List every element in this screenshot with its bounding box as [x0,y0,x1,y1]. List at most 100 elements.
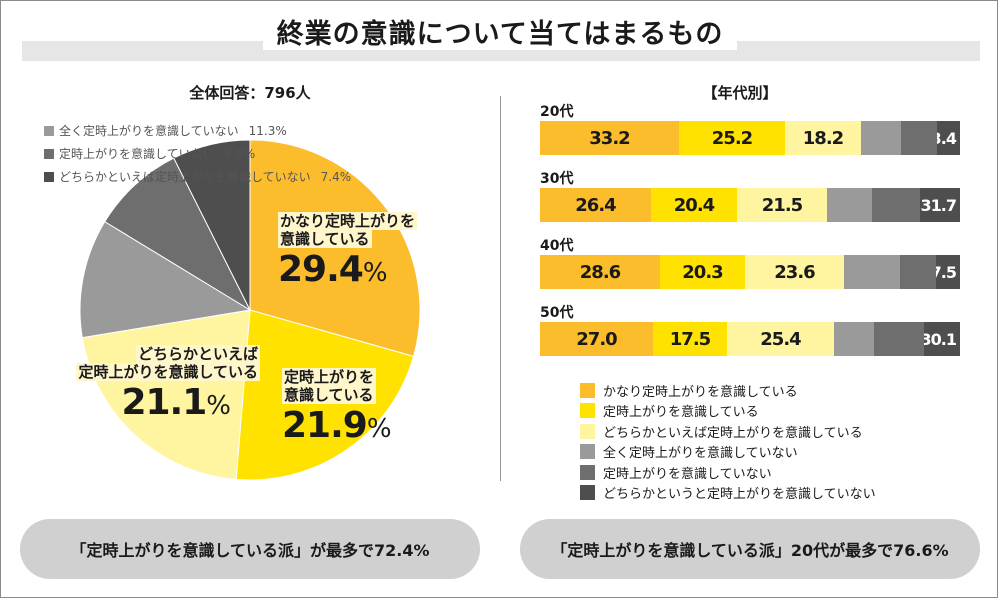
legend-swatch [580,464,595,480]
bar-segment: 27.5 [936,255,960,289]
bar-segment [834,322,874,356]
pie-outer-legend-value: 8.9% [224,146,256,161]
bar-value-label: 25.2 [711,127,753,149]
pie-outer-legend-label: 全く定時上がりを意識していない [59,124,239,138]
age-group-label: 30代 [540,171,574,187]
bar-segment: 33.2 [540,121,679,155]
bar-value-label: 20.4 [673,194,715,216]
bar-segment: 30.1 [924,322,960,356]
bar-segment [844,255,900,289]
bar-segment [861,121,901,155]
bar-value-label: 25.4 [760,328,801,350]
age-group-label: 20代 [540,104,574,120]
bar-segment [901,121,937,155]
stacked-bar: 26.4 20.4 21.5 31.7 [540,188,960,222]
bar-segment: 31.7 [920,188,960,222]
bar-segment: 20.4 [651,188,737,222]
legend-swatch [44,171,54,182]
legend-item: かなり定時上がりを意識している [580,380,876,401]
legend-swatch [580,444,595,460]
pie-label-aware: 定時上がりを 意識している 21.9% [282,368,392,446]
legend-label: どちらかといえば定時上がりを意識している [603,425,863,441]
summary-left: 「定時上がりを意識している派」が最多で72.4% [20,519,480,579]
stacked-bar: 28.6 20.3 23.6 27.5 [540,255,960,289]
bar-value-label: 26.4 [575,194,616,216]
pie-outer-legend-item: どちらかといえば定時上がりを意識していない 7.4% [44,168,351,185]
pie-slice [249,139,421,358]
bar-segment: 26.4 [540,188,651,222]
legend-item: どちらかといえば定時上がりを意識している [580,421,876,442]
legend-swatch [44,148,54,159]
pie-slice [104,157,252,312]
pie-label-text: 意識している [282,386,376,405]
bar-group-label: 30.1 [924,329,957,349]
legend-swatch [580,423,595,439]
legend-swatch [44,125,54,136]
pie-label-value: 21.9 [282,404,368,446]
legend-swatch [580,485,595,501]
pie-outer-legend-value: 11.3% [248,123,287,138]
bar-segment: 25.2 [679,121,785,155]
pie-label-value: 21.1 [121,381,207,423]
stacked-bar: 33.2 25.2 18.2 23.4 [540,121,960,155]
center-divider [500,96,501,481]
pie-slice [79,220,252,339]
bar-value-label: 33.2 [589,127,630,149]
age-group-label: 40代 [540,238,574,254]
legend-item: 定時上がりを意識していない [580,462,876,483]
pie-label-text: 定時上がりを [282,368,377,386]
pie-outer-legend-item: 定時上がりを意識していない 8.9% [44,145,255,162]
bar-segment: 18.2 [785,121,861,155]
bar-segment: 21.5 [737,188,827,222]
bar-segment: 17.5 [653,322,727,356]
bar-value-label: 27.0 [576,328,617,350]
legend-item: 定時上がりを意識している [580,401,876,422]
pie-label-text: どちらかといえば [135,345,260,363]
bar-segment [874,322,924,356]
bar-value-label: 23.6 [774,261,815,283]
pie-slice [173,139,251,311]
bar-value-label: 18.2 [802,127,844,149]
bar-segment [900,255,936,289]
bar-segment [872,188,920,222]
bar-segment [827,188,872,222]
bar-legend: かなり定時上がりを意識している 定時上がりを意識している どちらかといえば定時上… [580,380,876,503]
bar-group-label: 27.5 [936,262,957,282]
summary-right: 「定時上がりを意識している派」20代が最多で76.6% [520,519,980,579]
pie-label-somewhat-aware: どちらかといえば 定時上がりを意識している 21.1% [38,345,260,423]
legend-label: 全く定時上がりを意識していない [603,446,798,462]
title-underline-bar [22,41,980,61]
page-title: 終業の意識について当てはまるもの [0,12,1000,51]
bar-segment: 23.4 [937,121,960,155]
bar-segment: 23.6 [745,255,844,289]
pie-label-unit: % [366,413,392,444]
pie-outer-legend-label: 定時上がりを意識していない [59,147,215,161]
pie-label-text: 定時上がりを意識している [76,363,260,382]
bar-value-label: 21.5 [761,194,803,216]
bar-segment: 20.3 [660,255,745,289]
pie-subtitle: 全体回答：796人 [189,84,311,102]
pie-label-unit: % [362,257,388,288]
legend-label: 定時上がりを意識していない [603,466,772,482]
pie-chart [79,139,421,481]
pie-outer-legend-value: 7.4% [320,169,352,184]
bar-value-label: 17.5 [669,328,711,350]
pie-label-value: 29.4 [278,248,364,290]
pie-outer-legend-label: どちらかといえば定時上がりを意識していない [59,170,311,184]
legend-label: かなり定時上がりを意識している [603,384,798,400]
pie-label-strongly-aware: かなり定時上がりを 意識している 29.4% [278,212,418,290]
legend-item: 全く定時上がりを意識していない [580,442,876,463]
pie-outer-legend-item: 全く定時上がりを意識していない 11.3% [44,122,287,139]
legend-label: 定時上がりを意識している [603,405,759,421]
legend-label: どちらかというと定時上がりを意識していない [603,487,876,503]
bar-group-label: 23.4 [937,128,957,148]
bar-segment: 27.0 [540,322,653,356]
bar-segment: 25.4 [727,322,834,356]
stacked-bar: 27.0 17.5 25.4 30.1 [540,322,960,356]
bar-segment: 28.6 [540,255,660,289]
legend-swatch [580,403,595,419]
pie-label-unit: % [206,390,231,421]
pie-label-text: 意識している [278,230,372,249]
bar-value-label: 28.6 [579,261,621,283]
